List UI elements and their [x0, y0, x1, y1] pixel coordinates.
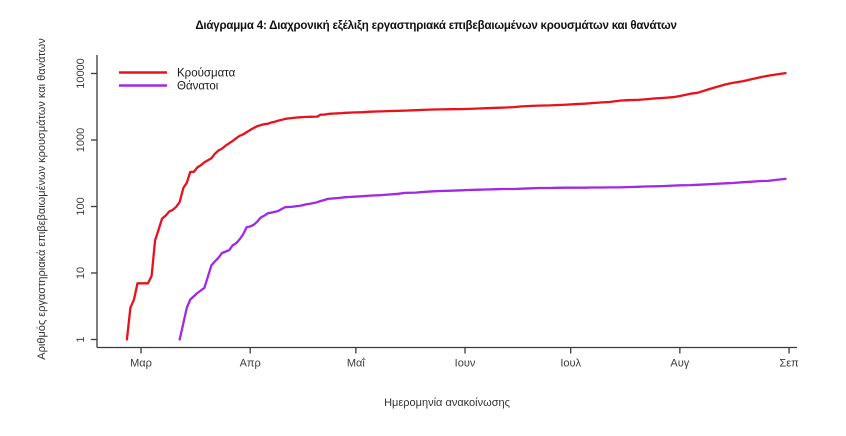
- y-axis-label: Αριθμός εργαστηριακά επιβεβαιωμένων κρου…: [36, 38, 48, 360]
- series-line-1: [178, 177, 787, 341]
- chart-title: Διάγραμμα 4: Διαχρονική εξέλιξη εργαστηρ…: [195, 20, 676, 32]
- legend-label: Κρούσματα: [177, 68, 236, 80]
- x-tick-label: Σεπ: [779, 358, 799, 370]
- y-tick-label: 1000: [75, 128, 87, 152]
- y-tick-label: 1: [75, 336, 87, 342]
- x-tick-label: Μαΐ: [347, 358, 366, 370]
- axes: 1 10 100 1000 10000 Μαρ Απρ Μαΐ Ιουν Ιουλ Αυγ Σεπ: [75, 55, 799, 370]
- y-tick-label: 10: [75, 267, 87, 279]
- series-lines: [125, 71, 787, 341]
- x-tick-label: Αυγ: [670, 358, 689, 370]
- y-tick-label: 100: [75, 197, 87, 215]
- x-tick-label: Μαρ: [130, 358, 152, 370]
- legend-label: Θάνατοι: [177, 81, 219, 93]
- y-tick-label: 10000: [75, 58, 87, 89]
- x-tick-label: Απρ: [240, 358, 261, 370]
- x-tick-label: Ιουν: [455, 358, 476, 370]
- x-tick-label: Ιουλ: [560, 358, 581, 370]
- series-line-0: [125, 71, 787, 341]
- x-axis-label: Ημερομηνία ανακοίνωσης: [384, 397, 510, 409]
